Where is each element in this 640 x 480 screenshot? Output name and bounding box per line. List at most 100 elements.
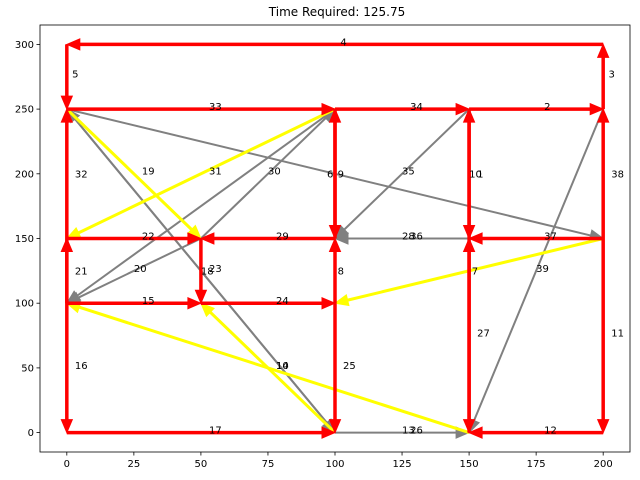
edge-e32 <box>60 107 74 239</box>
edge-arrowhead <box>467 426 483 439</box>
edge-arrowhead <box>333 293 350 307</box>
edge-e15 <box>66 296 203 310</box>
edge-e28 <box>333 232 470 245</box>
x-tick-label: 75 <box>262 459 275 470</box>
x-tick-label: 50 <box>195 459 208 470</box>
edge-e12 <box>467 426 604 439</box>
edge-arrowhead <box>60 107 74 123</box>
edge-label: 10 <box>469 169 482 180</box>
edge-line <box>76 305 470 435</box>
edge-label: 12 <box>544 426 557 437</box>
edge-label: 7 <box>472 266 478 277</box>
edge-line <box>472 108 605 423</box>
edge-e31 <box>65 107 336 240</box>
edge-label: 28 <box>402 231 415 242</box>
edge-line <box>207 309 337 434</box>
edge-line <box>345 237 604 303</box>
edge-e1 <box>462 109 476 240</box>
x-tick-label: 25 <box>127 459 140 470</box>
edge-arrowhead <box>462 419 476 434</box>
edge-arrowhead <box>596 419 610 434</box>
edge-e4 <box>65 38 604 51</box>
edge-label: 31 <box>209 167 222 178</box>
edge-label: 10 <box>276 361 289 372</box>
edges <box>60 38 610 439</box>
edge-arrowhead <box>596 43 610 58</box>
edge-e8 <box>328 237 342 304</box>
chart-title: Time Required: 125.75 <box>268 5 405 19</box>
edge-label: 3 <box>609 70 615 81</box>
edge-arrowhead <box>596 107 610 123</box>
edge-arrowhead <box>328 419 342 434</box>
edge-label: 18 <box>201 266 214 277</box>
edge-line <box>66 108 329 425</box>
edge-label: 37 <box>544 231 557 242</box>
x-tick-label: 100 <box>325 459 344 470</box>
edge-label: 29 <box>276 231 289 242</box>
edge-e16 <box>60 238 74 434</box>
edge-e26 <box>65 301 470 435</box>
edge-e37 <box>467 232 604 245</box>
edge-label: 32 <box>75 169 88 180</box>
edge-e5 <box>60 44 74 111</box>
edge-arrowhead <box>60 95 74 111</box>
y-tick-label: 150 <box>15 234 34 245</box>
edge-arrowhead <box>455 102 471 116</box>
edge-arrowhead <box>321 296 337 310</box>
edge-e11 <box>596 238 610 434</box>
y-tick-label: 50 <box>21 363 34 374</box>
edge-e2 <box>469 102 605 116</box>
edge-arrowhead <box>467 232 483 245</box>
y-tick-label: 300 <box>15 40 34 51</box>
edge-e14 <box>199 302 337 434</box>
x-tick-label: 150 <box>460 459 479 470</box>
edge-e27 <box>462 238 476 434</box>
edge-e38 <box>596 107 610 239</box>
edge-arrowhead <box>321 426 337 439</box>
edge-e18 <box>194 238 208 305</box>
edge-e34 <box>335 102 471 116</box>
edge-label: 39 <box>536 264 549 275</box>
edge-label: 36 <box>410 231 423 242</box>
edge-e25 <box>328 303 342 434</box>
edge-label: 21 <box>75 266 88 277</box>
edge-arrowhead <box>60 419 74 434</box>
edge-label: 4 <box>340 37 346 48</box>
edge-e3 <box>596 43 610 110</box>
edge-label: 2 <box>544 102 550 113</box>
edge-label: 25 <box>343 361 356 372</box>
edge-e22 <box>66 232 203 245</box>
edge-arrowhead <box>65 38 81 51</box>
edge-line <box>65 108 195 232</box>
edge-label: 20 <box>134 264 147 275</box>
edge-line <box>76 237 202 300</box>
edge-arrowhead <box>321 102 337 116</box>
edge-e17 <box>66 426 337 439</box>
edge-label: 35 <box>402 167 415 178</box>
x-tick-label: 200 <box>594 459 613 470</box>
edge-e9 <box>328 109 342 240</box>
edge-label: 33 <box>209 102 222 113</box>
x-tick-label: 0 <box>64 459 70 470</box>
edge-label: 1 <box>477 169 483 180</box>
edge-label: 9 <box>338 169 344 180</box>
edge-line <box>76 107 336 236</box>
edge-label: 6 <box>327 169 333 180</box>
edge-line <box>66 108 593 237</box>
edge-label: 14 <box>276 361 289 372</box>
edge-label: 27 <box>477 328 490 339</box>
y-tick-label: 100 <box>15 299 34 310</box>
edge-line <box>342 108 470 232</box>
edge-arrowhead <box>199 232 215 245</box>
edge-e39 <box>333 237 604 307</box>
y-tick-label: 200 <box>15 169 34 180</box>
edge-label: 19 <box>142 167 155 178</box>
edge-e33 <box>66 102 337 116</box>
edge-arrowhead <box>333 232 349 245</box>
edge-label: 13 <box>402 426 415 437</box>
edge-label: 17 <box>209 426 222 437</box>
edge-arrowhead <box>187 232 203 245</box>
